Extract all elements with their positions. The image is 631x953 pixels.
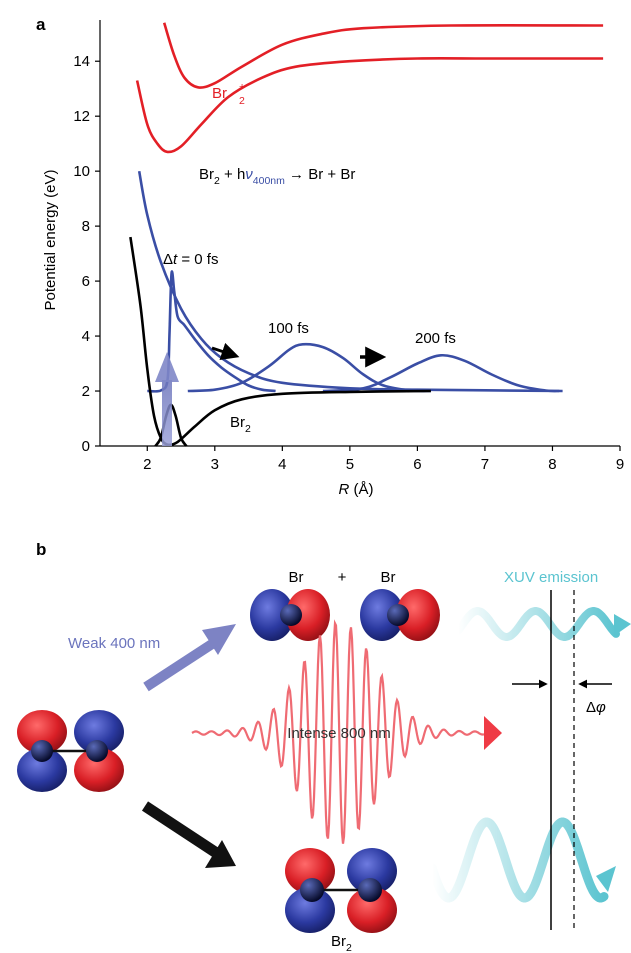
xuv-wave-bottom xyxy=(427,817,609,903)
delta-phi-label: Δφ xyxy=(586,699,606,716)
x-tick-label: 2 xyxy=(143,456,151,473)
br-left-label: Br xyxy=(289,569,304,586)
x-tick-label: 8 xyxy=(548,456,556,473)
y-tick-label: 14 xyxy=(73,53,90,70)
curve-5 xyxy=(322,353,560,393)
excitation-arrow xyxy=(155,352,179,446)
plus-sign: + xyxy=(338,569,347,586)
curves xyxy=(129,22,604,447)
y-tick-label: 2 xyxy=(82,383,90,400)
weak-400nm-arrow xyxy=(143,624,236,692)
br-atom-right xyxy=(360,589,440,641)
t100-label: 100 fs xyxy=(268,320,309,337)
curve-2 xyxy=(137,170,563,393)
axes: 0 2 4 6 8 10 12 14 2 3 4 5 6 7 8 9 xyxy=(73,20,624,473)
y-axis-label: Potential energy (eV) xyxy=(42,170,59,311)
x-tick-label: 6 xyxy=(413,456,421,473)
pathway-arrow xyxy=(141,801,236,868)
curve-6 xyxy=(129,236,431,447)
intense-800nm-label: Intense 800 nm xyxy=(287,725,390,742)
x-tick-label: 5 xyxy=(346,456,354,473)
y-tick-label: 8 xyxy=(82,218,90,235)
curve-4 xyxy=(187,342,431,393)
y-tick-label: 0 xyxy=(82,438,90,455)
xuv-emission-label: XUV emission xyxy=(504,569,598,586)
xuv-wave-top xyxy=(454,607,620,641)
ion-sup: + xyxy=(239,81,245,93)
panel-b-label: b xyxy=(36,540,46,559)
x-axis-unit: (Å) xyxy=(349,481,373,498)
ion-label: Br xyxy=(212,85,227,102)
dt-label: Δt = 0 fs xyxy=(163,251,218,268)
reaction-equation: Br2 + hν400nm → Br + Br xyxy=(199,166,355,187)
br-right-label: Br xyxy=(381,569,396,586)
propagation-arrow-1 xyxy=(211,342,240,360)
left-br2-molecule xyxy=(17,710,124,792)
x-tick-label: 7 xyxy=(481,456,489,473)
panel-a-label: a xyxy=(36,15,46,34)
x-tick-label: 4 xyxy=(278,456,286,473)
curve-1 xyxy=(162,22,604,89)
ion-sub: 2 xyxy=(239,95,245,107)
y-tick-label: 10 xyxy=(73,163,90,180)
y-tick-label: 6 xyxy=(82,273,90,290)
y-tick-label: 12 xyxy=(73,108,90,125)
pulse-arrowhead xyxy=(484,716,502,750)
intense-800nm-pulse xyxy=(191,619,502,844)
t200-label: 200 fs xyxy=(415,330,456,347)
ground-label: Br2 xyxy=(230,414,251,435)
x-tick-label: 9 xyxy=(616,456,624,473)
curve-0 xyxy=(135,56,604,154)
x-axis-label: R (Å) xyxy=(338,481,373,498)
x-tick-label: 3 xyxy=(211,456,219,473)
weak-400nm-label: Weak 400 nm xyxy=(68,635,160,652)
panel-b: b Br + Br xyxy=(17,540,631,953)
xuv-top-arrowhead xyxy=(614,614,631,636)
top-br-atoms: Br + Br xyxy=(250,569,440,641)
bottom-br2-label: Br2 xyxy=(331,933,352,953)
bottom-br2-molecule xyxy=(285,848,397,933)
panel-a: a 0 2 4 6 8 10 12 14 2 3 4 5 6 7 8 9 Potential energy … xyxy=(36,15,624,498)
x-axis-variable: R xyxy=(338,481,349,498)
br-atom-left xyxy=(250,589,330,641)
xuv-bottom-arrowhead xyxy=(596,866,616,892)
y-tick-label: 4 xyxy=(82,328,90,345)
